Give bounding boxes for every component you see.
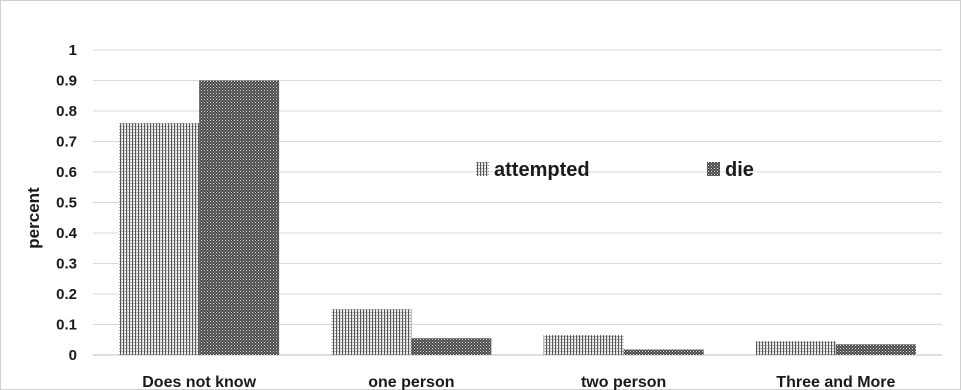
y-tick-label: 0.3 <box>56 256 77 273</box>
y-tick-label: 0 <box>69 347 77 364</box>
legend-label-die: die <box>725 159 754 181</box>
y-tick-label: 0.8 <box>56 103 77 120</box>
bar-die-1 <box>411 338 492 355</box>
legend-swatch-attempted <box>476 162 489 176</box>
y-tick-label: 0.7 <box>56 134 77 151</box>
bar-attempted-3 <box>755 341 836 355</box>
y-tick-label: 0.2 <box>56 286 77 303</box>
legend-swatch-die <box>707 162 720 176</box>
bar-die-0 <box>199 80 280 355</box>
bar-die-3 <box>835 344 916 355</box>
x-category-label: two person <box>581 374 666 390</box>
bar-die-2 <box>623 349 704 355</box>
x-category-label: Three and More <box>776 374 895 390</box>
x-category-labels: Does not know one person two person Three a… <box>142 374 895 390</box>
legend: attempted die <box>476 159 754 181</box>
y-tick-label: 0.6 <box>56 164 77 181</box>
legend-label-attempted: attempted <box>494 159 590 181</box>
x-category-label: Does not know <box>142 374 256 390</box>
y-tick-label: 1 <box>69 42 77 59</box>
y-tick-label: 0.1 <box>56 317 77 334</box>
bar-attempted-2 <box>543 335 624 355</box>
bars <box>119 80 916 355</box>
y-tick-label: 0.9 <box>56 73 77 90</box>
y-tick-label: 0.4 <box>56 225 78 242</box>
y-axis-label: percent <box>24 187 43 249</box>
bar-attempted-0 <box>119 123 200 355</box>
y-tick-labels: 0 0.1 0.2 0.3 0.4 0.5 0.6 0.7 0.8 0.9 1 <box>56 42 78 364</box>
x-category-label: one person <box>368 374 454 390</box>
y-tick-label: 0.5 <box>56 195 77 212</box>
bar-attempted-1 <box>331 309 412 355</box>
